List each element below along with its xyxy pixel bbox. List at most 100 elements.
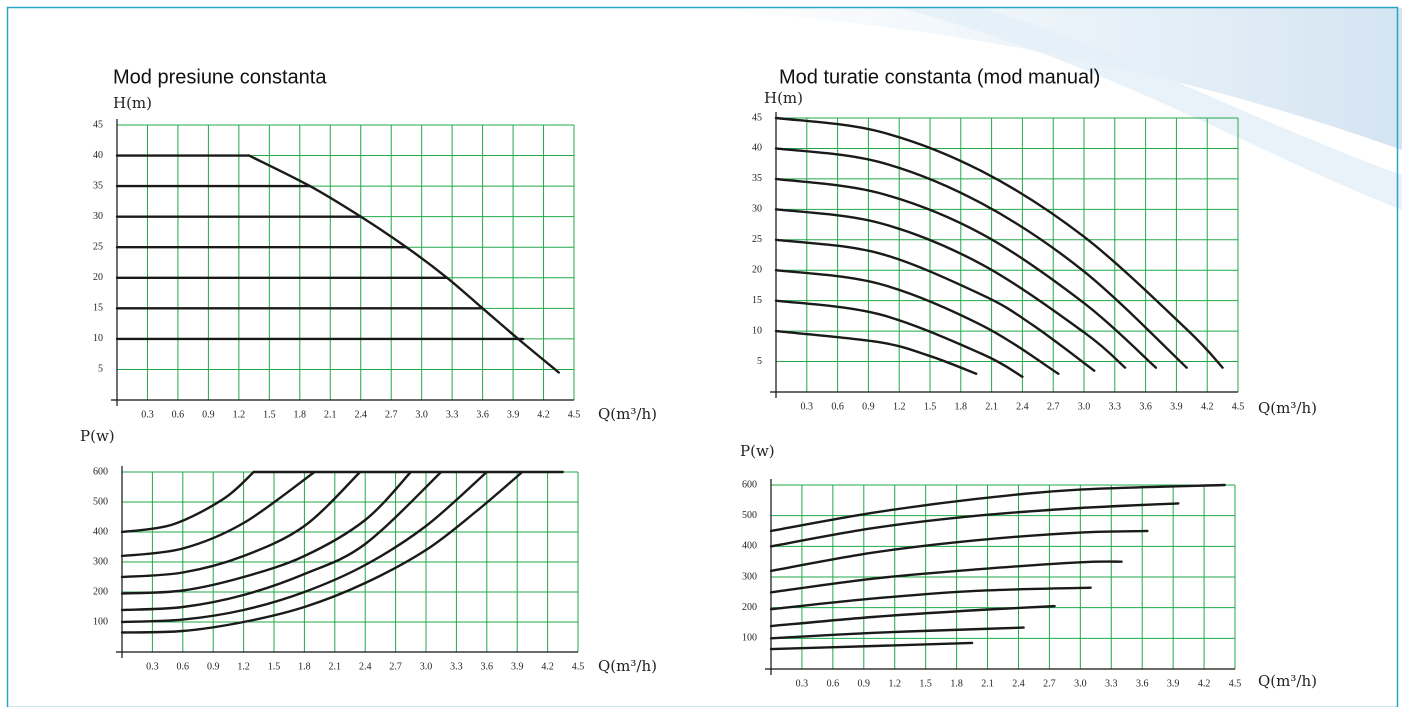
x-tick-label: 0.6 (172, 409, 185, 420)
x-tick-label: 3.3 (450, 661, 463, 672)
x-axis-label: Q(m³/h) (1258, 672, 1317, 690)
x-tick-label: 4.2 (537, 409, 550, 420)
x-tick-label: 3.9 (507, 409, 520, 420)
x-tick-label: 1.8 (294, 409, 307, 420)
x-tick-label: 1.8 (298, 661, 311, 672)
curve (774, 116, 1224, 369)
x-tick-label: 0.6 (831, 401, 844, 412)
y-tick-label: 25 (93, 242, 103, 253)
x-tick-label: 1.8 (950, 678, 963, 689)
y-tick-label: 500 (93, 496, 108, 507)
y-tick-label: 20 (93, 272, 103, 283)
y-tick-label: 300 (93, 556, 108, 567)
x-axis-label: Q(m³/h) (598, 657, 657, 675)
y-tick-label: 5 (98, 364, 103, 375)
y-tick-label: 30 (93, 211, 103, 222)
y-axis-label: P(w) (740, 442, 775, 460)
y-tick-label: 400 (742, 541, 757, 552)
x-tick-label: 3.0 (415, 409, 428, 420)
y-tick-label: 40 (93, 150, 103, 161)
x-tick-label: 1.2 (237, 661, 250, 672)
x-tick-label: 0.9 (202, 409, 215, 420)
y-tick-label: 600 (93, 466, 108, 477)
x-tick-label: 0.6 (827, 678, 840, 689)
x-tick-label: 3.6 (1139, 401, 1152, 412)
y-tick-label: 45 (752, 112, 762, 123)
x-tick-label: 0.9 (207, 661, 220, 672)
y-tick-label: 100 (742, 633, 757, 644)
y-tick-label: 10 (752, 325, 762, 336)
x-tick-label: 3.0 (420, 661, 433, 672)
y-tick-label: 40 (752, 143, 762, 154)
x-tick-label: 3.6 (476, 409, 489, 420)
x-tick-label: 1.5 (263, 409, 276, 420)
x-tick-label: 3.0 (1074, 678, 1087, 689)
x-tick-label: 2.1 (324, 409, 337, 420)
curve (769, 586, 1092, 611)
y-axis-label: H(m) (764, 89, 803, 107)
x-tick-label: 0.3 (801, 401, 814, 412)
x-tick-label: 3.9 (1170, 401, 1183, 412)
curve (769, 626, 1025, 640)
frame (6, 6, 1399, 707)
chart-title: Mod presiune constanta (113, 66, 327, 88)
x-tick-label: 4.5 (568, 409, 581, 420)
x-tick-label: 4.5 (572, 661, 585, 672)
y-tick-label: 35 (752, 173, 762, 184)
curve (769, 529, 1149, 573)
x-tick-label: 4.2 (1198, 678, 1211, 689)
chart-title: Mod turatie constanta (mod manual) (779, 66, 1100, 88)
x-tick-label: 3.6 (1136, 678, 1149, 689)
x-axis-label: Q(m³/h) (1258, 399, 1317, 417)
curve (774, 269, 1060, 375)
y-tick-label: 200 (93, 586, 108, 597)
x-axis-label: Q(m³/h) (598, 405, 657, 423)
y-axis-label: P(w) (80, 427, 115, 445)
x-tick-label: 2.7 (385, 409, 398, 420)
curve (774, 238, 1096, 372)
x-tick-label: 3.3 (1109, 401, 1122, 412)
x-tick-label: 4.5 (1229, 678, 1242, 689)
curve (120, 470, 316, 558)
curve (769, 560, 1123, 594)
curve (774, 299, 1024, 378)
x-tick-label: 3.0 (1078, 401, 1091, 412)
curve (774, 177, 1158, 369)
y-tick-label: 35 (93, 180, 103, 191)
x-tick-label: 0.3 (796, 678, 809, 689)
x-tick-label: 0.9 (862, 401, 875, 412)
y-tick-label: 15 (752, 295, 762, 306)
x-tick-label: 1.2 (888, 678, 901, 689)
curve (774, 329, 978, 375)
x-tick-label: 3.3 (446, 409, 459, 420)
x-tick-label: 2.4 (359, 661, 372, 672)
curve (120, 470, 362, 579)
curve (769, 483, 1226, 533)
x-tick-label: 0.9 (858, 678, 871, 689)
x-tick-label: 1.2 (233, 409, 246, 420)
x-tick-label: 2.1 (985, 401, 998, 412)
x-tick-label: 2.4 (354, 409, 367, 420)
x-tick-label: 2.7 (389, 661, 402, 672)
y-tick-label: 15 (93, 303, 103, 314)
decor-swoosh (680, 8, 1402, 150)
x-tick-label: 4.2 (1201, 401, 1214, 412)
x-tick-label: 3.3 (1105, 678, 1118, 689)
x-tick-label: 3.9 (1167, 678, 1180, 689)
x-tick-label: 1.5 (268, 661, 281, 672)
x-tick-label: 2.4 (1012, 678, 1025, 689)
y-tick-label: 5 (757, 356, 762, 367)
x-tick-label: 1.8 (955, 401, 968, 412)
y-axis-label: H(m) (113, 94, 152, 112)
y-tick-label: 20 (752, 265, 762, 276)
x-tick-label: 2.7 (1043, 678, 1056, 689)
x-tick-label: 3.9 (511, 661, 524, 672)
y-tick-label: 25 (752, 234, 762, 245)
x-tick-label: 1.5 (924, 401, 937, 412)
curve (769, 502, 1180, 548)
y-tick-label: 600 (742, 479, 757, 490)
curve (120, 470, 412, 595)
curve (774, 208, 1127, 369)
y-tick-label: 10 (93, 333, 103, 344)
y-tick-label: 45 (93, 119, 103, 130)
